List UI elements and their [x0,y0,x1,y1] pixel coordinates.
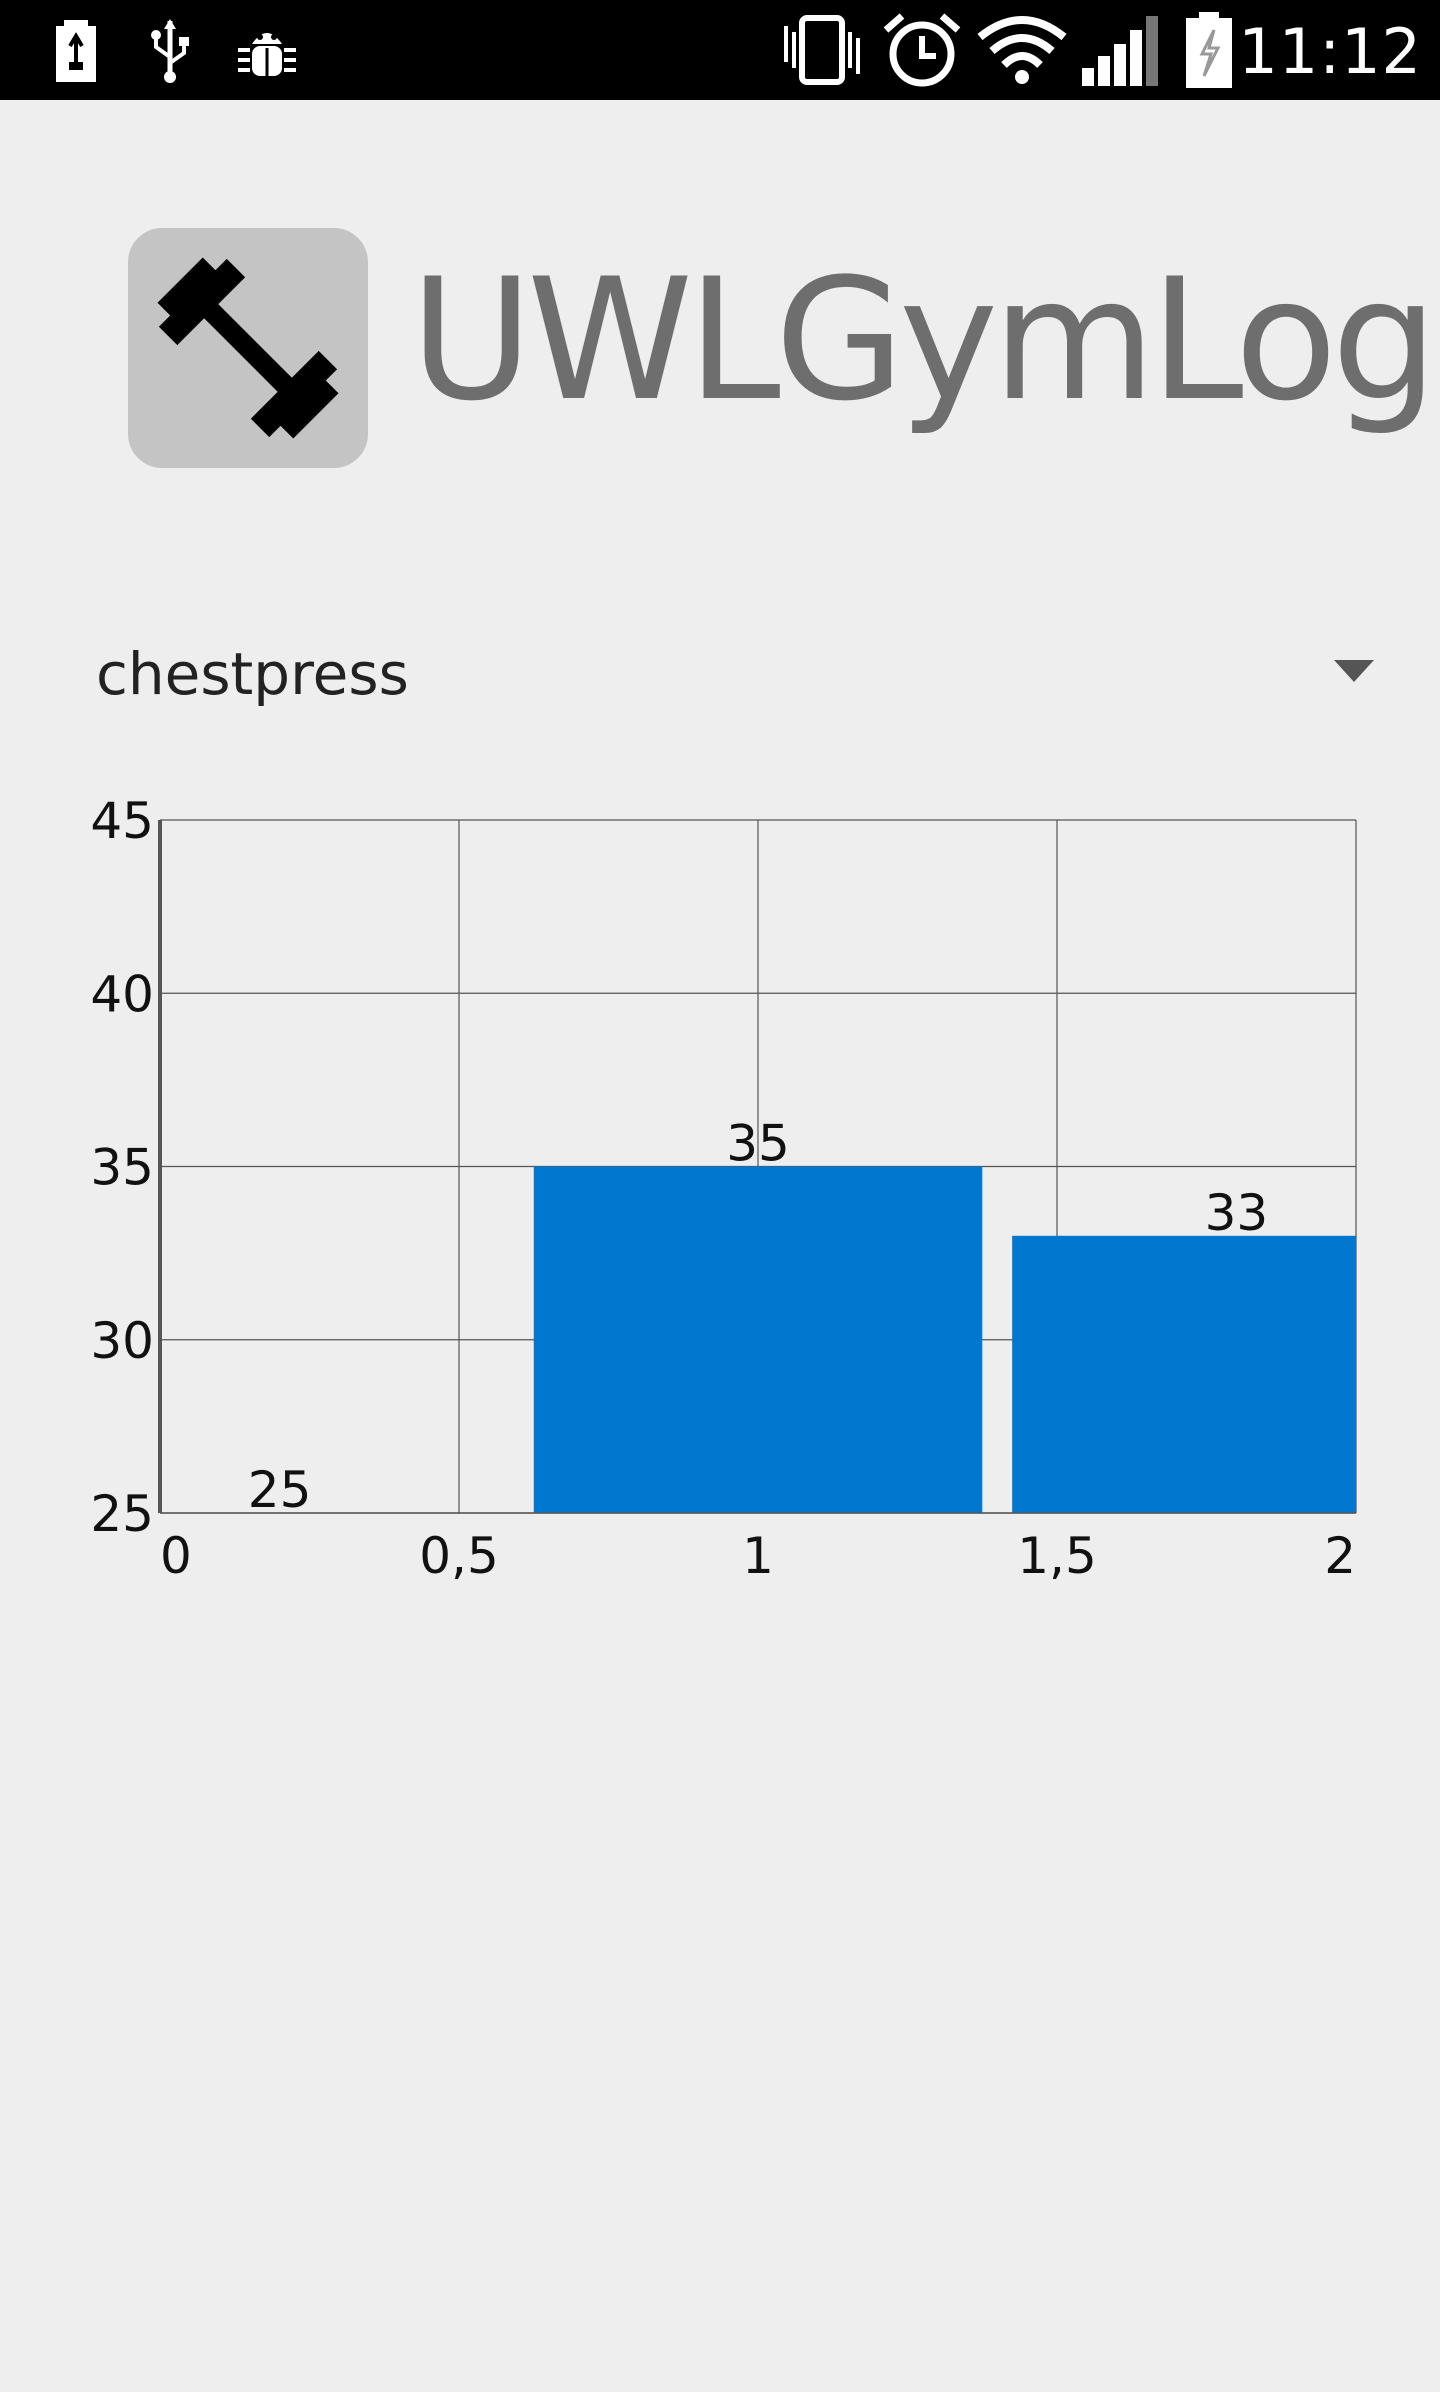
data-label: 33 [1205,1184,1269,1242]
chart-svg: 25 35 33 25 30 35 40 45 0 0,5 1 1,5 2 [90,792,1357,1585]
x-tick-label: 1 [742,1527,774,1585]
wifi-icon [976,0,1068,100]
y-tick-label: 35 [90,1139,154,1197]
x-tick-label: 1,5 [1017,1527,1097,1585]
battery-saver-icon [52,0,100,100]
x-tick-label: 2 [1324,1527,1356,1585]
usb-icon [146,0,194,100]
y-tick-label: 45 [90,792,154,850]
y-tick-label: 40 [90,965,154,1023]
exercise-spinner-value: chestpress [96,640,409,708]
vibrate-icon [780,0,864,100]
app-header: UWLGymLog [0,100,1440,520]
x-tick-label: 0,5 [419,1527,499,1585]
x-tick-label: 0 [160,1527,192,1585]
y-tick-label: 30 [90,1312,154,1370]
bar [533,1166,983,1513]
exercise-bar-chart: 25 35 33 25 30 35 40 45 0 0,5 1 1,5 2 [60,790,1380,1630]
exercise-spinner[interactable]: chestpress [66,610,1374,740]
y-tick-label: 25 [90,1485,154,1543]
status-bar: 11:12 [0,0,1440,100]
alarm-icon [880,0,964,100]
battery-charging-icon [1182,0,1236,100]
dropdown-arrow-icon [1334,660,1374,682]
data-label: 25 [248,1461,312,1519]
app-title: UWLGymLog [410,242,1438,438]
dumbbell-icon [128,228,368,468]
status-time: 11:12 [1238,15,1422,88]
debug-bug-icon [232,0,302,100]
signal-icon [1080,0,1164,100]
data-label: 35 [726,1115,790,1173]
bar [1012,1235,1356,1513]
